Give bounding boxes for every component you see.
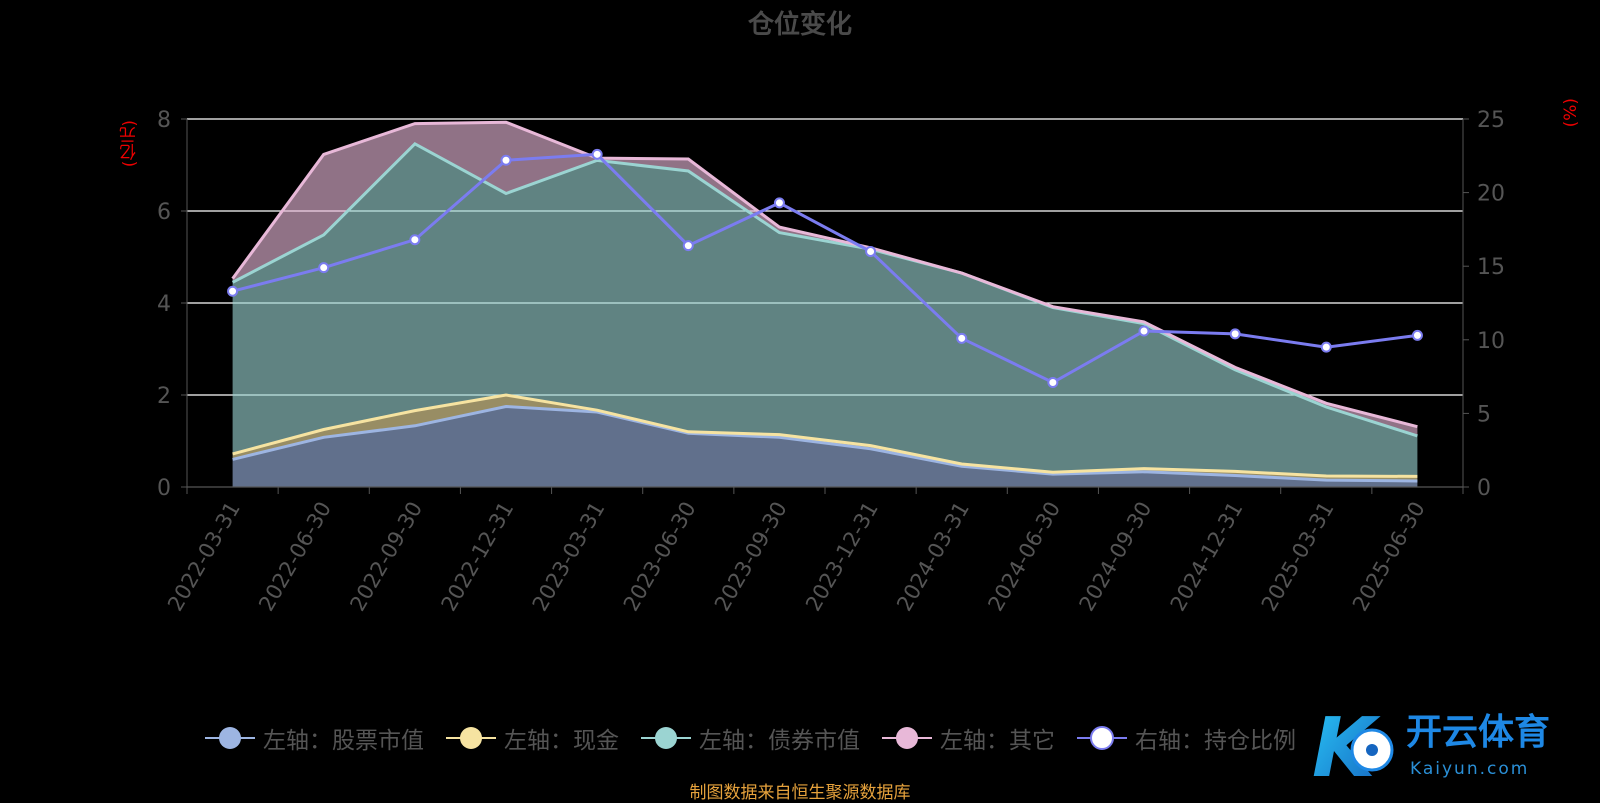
legend-marker-bond xyxy=(641,727,691,749)
legend-marker-cash xyxy=(446,727,496,749)
chart-legend: 左轴：股票市值 左轴：现金 左轴：债券市值 左轴：其它 右轴：持仓比例 xyxy=(205,718,1296,758)
legend-label-ratio: 右轴：持仓比例 xyxy=(1135,728,1296,754)
ratio-point xyxy=(682,240,694,252)
ratio-point xyxy=(1229,328,1241,340)
ratio-point xyxy=(1138,325,1150,337)
x-tick-label: 2024-03-31 xyxy=(892,498,974,616)
right-tick-label: 15 xyxy=(1477,255,1505,280)
right-tick-label: 25 xyxy=(1477,108,1505,133)
legend-label-stock: 左轴：股票市值 xyxy=(263,728,424,754)
chart-title: 仓位变化 xyxy=(747,10,852,40)
right-tick-label: 10 xyxy=(1477,329,1505,354)
right-tick-label: 0 xyxy=(1477,476,1491,501)
x-tick-label: 2025-06-30 xyxy=(1348,498,1430,616)
legend-item-ratio[interactable]: 右轴：持仓比例 xyxy=(1077,721,1296,755)
line-ratio xyxy=(232,152,1418,385)
ratio-point xyxy=(956,332,968,344)
ratio-point xyxy=(1047,376,1059,388)
x-tick-label: 2023-03-31 xyxy=(528,498,610,616)
right-tick-label: 5 xyxy=(1477,402,1491,427)
legend-label-bond: 左轴：债券市值 xyxy=(699,728,860,754)
ratio-point xyxy=(865,245,877,257)
left-tick-label: 2 xyxy=(157,384,171,409)
left-tick-label: 4 xyxy=(157,292,171,317)
ratio-point xyxy=(318,262,330,274)
ratio-point xyxy=(773,197,785,209)
legend-label-other: 左轴：其它 xyxy=(940,728,1055,754)
left-tick-label: 6 xyxy=(157,200,171,225)
x-tick-label: 2022-12-31 xyxy=(437,498,519,616)
legend-item-cash[interactable]: 左轴：现金 xyxy=(446,721,619,755)
legend-marker-other xyxy=(882,727,932,749)
line-other xyxy=(231,120,1418,429)
ratio-point xyxy=(1411,329,1423,341)
legend-item-stock[interactable]: 左轴：股票市值 xyxy=(205,721,424,755)
x-tick-label: 2024-12-31 xyxy=(1166,498,1248,616)
left-tick-label: 0 xyxy=(157,476,171,501)
x-tick-label: 2025-03-31 xyxy=(1257,498,1339,616)
x-tick-label: 2022-03-31 xyxy=(163,498,245,616)
line-bond xyxy=(231,141,1418,438)
x-tick-label: 2022-06-30 xyxy=(254,498,336,616)
x-tick-label: 2022-09-30 xyxy=(345,498,427,616)
svg-text:开云体育: 开云体育 xyxy=(1406,712,1550,753)
x-tick-label: 2023-12-31 xyxy=(801,498,883,616)
ratio-point xyxy=(227,285,239,297)
legend-marker-stock xyxy=(205,727,255,749)
legend-marker-ratio xyxy=(1077,726,1127,750)
x-tick-label: 2024-09-30 xyxy=(1075,498,1157,616)
x-tick-label: 2024-06-30 xyxy=(983,498,1065,616)
ratio-point xyxy=(500,154,512,166)
left-tick-label: 8 xyxy=(157,108,171,133)
data-source-note: 制图数据来自恒生聚源数据库 xyxy=(689,783,911,803)
legend-item-other[interactable]: 左轴：其它 xyxy=(882,721,1055,755)
line-cash xyxy=(232,393,1418,478)
area-stock xyxy=(232,406,1418,487)
ratio-point xyxy=(409,234,421,246)
x-tick-label: 2023-09-30 xyxy=(710,498,792,616)
area-bond xyxy=(232,143,1418,477)
legend-item-bond[interactable]: 左轴：债券市值 xyxy=(641,721,860,755)
kaiyun-logo: K 开云体育 Kaiyun.com xyxy=(1312,701,1550,790)
x-tick-label: 2023-06-30 xyxy=(619,498,701,616)
area-other xyxy=(232,122,1418,436)
legend-label-cash: 左轴：现金 xyxy=(504,728,619,754)
ratio-point xyxy=(1320,341,1332,353)
line-stock xyxy=(232,404,1418,483)
svg-text:Kaiyun.com: Kaiyun.com xyxy=(1410,759,1529,779)
ratio-point xyxy=(591,148,603,160)
right-tick-label: 20 xyxy=(1477,182,1505,207)
